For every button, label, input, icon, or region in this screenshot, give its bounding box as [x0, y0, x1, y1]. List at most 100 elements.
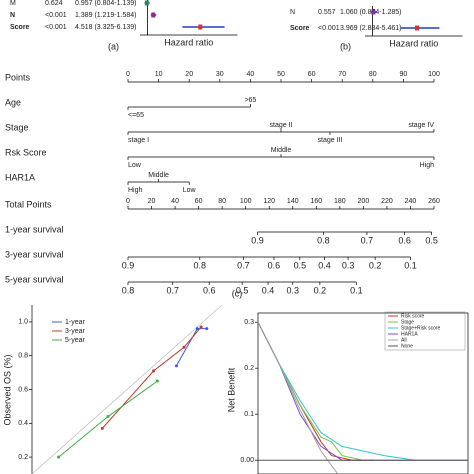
- tick-label: 0.6: [203, 285, 216, 295]
- level-label: Low: [128, 162, 142, 169]
- row-label: 1-year survival: [5, 224, 64, 234]
- tick-label: 0: [126, 198, 130, 205]
- tick-label: 0.4: [262, 285, 275, 295]
- point: [174, 364, 178, 368]
- hr-point: [144, 0, 149, 6]
- y-tick-label: 0.8: [18, 353, 28, 360]
- point: [57, 455, 61, 459]
- y-axis-label: Observed OS (%): [2, 354, 12, 425]
- row-label: Rsk Score: [5, 147, 47, 157]
- level-label: High: [128, 187, 143, 194]
- panel-label: (b): [340, 41, 351, 51]
- plot-frame: [257, 312, 469, 474]
- row-label: Total Points: [5, 199, 52, 209]
- y-tick-label: 0.6: [18, 386, 28, 393]
- series-line: [257, 321, 374, 461]
- p-value: 0.624: [45, 0, 63, 7]
- tick-label: 0.7: [237, 260, 250, 270]
- tick-label: 0.6: [398, 235, 411, 245]
- legend-label: 3-year: [65, 328, 86, 335]
- tick-label: 0.3: [342, 260, 355, 270]
- hr-point: [151, 12, 156, 18]
- tick-label: 0.9: [251, 235, 264, 245]
- tick-label: 20: [148, 198, 156, 205]
- legend-label: None: [401, 343, 413, 349]
- tick-label: 0.8: [194, 260, 207, 270]
- level-label: <=65: [128, 112, 144, 119]
- tick-label: 0.2: [314, 285, 327, 295]
- p-value: <0.001: [45, 24, 67, 31]
- hr-text: 0.957 (0.804-1.139): [75, 0, 137, 7]
- point: [195, 327, 199, 331]
- level-label: Middle: [271, 147, 292, 154]
- y-axis-label: Net Benefit: [226, 367, 236, 412]
- tick-label: 0.5: [236, 285, 249, 295]
- tick-label: 100: [428, 71, 440, 78]
- level-label: stage III: [318, 137, 343, 144]
- tick-label: 180: [334, 198, 346, 205]
- series-line: [101, 326, 202, 429]
- tick-label: 0: [126, 71, 130, 78]
- tick-label: 90: [400, 71, 408, 78]
- tick-label: 0.1: [350, 285, 363, 295]
- series-line: [257, 321, 468, 461]
- tick-label: 0.5: [294, 260, 307, 270]
- level-label: Low: [183, 187, 197, 194]
- point: [100, 426, 104, 430]
- p-value: 0.557: [318, 9, 336, 16]
- hr-point: [198, 24, 203, 30]
- p-value: <0.001: [318, 25, 340, 32]
- point: [182, 345, 186, 349]
- level-label: stage II: [270, 122, 293, 129]
- legend-label: Stage+Risk score: [401, 325, 441, 331]
- tick-label: 70: [338, 71, 346, 78]
- legend-label: Risk score: [401, 313, 425, 319]
- y-tick-label: 0.3: [244, 319, 254, 326]
- tick-label: 240: [405, 198, 417, 205]
- row-name: N: [290, 9, 295, 16]
- tick-label: 0.4: [318, 260, 331, 270]
- legend-label: HAR1A: [401, 331, 418, 337]
- row-label: 5-year survival: [5, 274, 64, 284]
- tick-label: 0.5: [425, 235, 438, 245]
- tick-label: 20: [185, 71, 193, 78]
- hr-point: [415, 25, 420, 31]
- tick-label: 260: [428, 198, 440, 205]
- tick-label: 100: [240, 198, 252, 205]
- legend-label: All: [401, 337, 407, 343]
- legend-label: Stage: [401, 319, 414, 325]
- hr-text: 4.518 (3.325-6.139): [75, 24, 137, 31]
- point: [106, 415, 110, 419]
- tick-label: 60: [308, 71, 316, 78]
- y-tick-label: 0.2: [18, 454, 28, 461]
- tick-label: 120: [263, 198, 275, 205]
- level-label: >65: [244, 97, 256, 104]
- tick-label: 0.3: [287, 285, 300, 295]
- tick-label: 0.7: [361, 235, 374, 245]
- hr-text: 1.389 (1.219-1.584): [75, 12, 137, 19]
- y-tick-label: 0.4: [18, 420, 28, 427]
- legend-label: 5-year: [65, 337, 86, 344]
- panel-label: (a): [108, 41, 119, 51]
- row-name: Score: [290, 25, 310, 32]
- y-tick-label: 0.2: [244, 365, 254, 372]
- ideal-line: [31, 304, 223, 474]
- level-label: stage IV: [408, 122, 434, 129]
- tick-label: 220: [381, 198, 393, 205]
- tick-label: 200: [358, 198, 370, 205]
- legend-label: 1-year: [65, 319, 86, 326]
- level-label: Middle: [148, 172, 169, 179]
- point: [205, 327, 209, 331]
- row-name: M: [10, 0, 16, 7]
- tick-label: 50: [277, 71, 285, 78]
- hr-text: 3.969 (2.884-5.461): [340, 25, 402, 32]
- p-value: <0.001: [45, 12, 67, 19]
- series-line: [58, 380, 158, 458]
- point: [152, 369, 156, 373]
- tick-label: 40: [247, 71, 255, 78]
- hr-point: [371, 9, 376, 15]
- series-line: [257, 321, 416, 461]
- row-label: HAR1A: [5, 172, 35, 182]
- point: [199, 325, 203, 329]
